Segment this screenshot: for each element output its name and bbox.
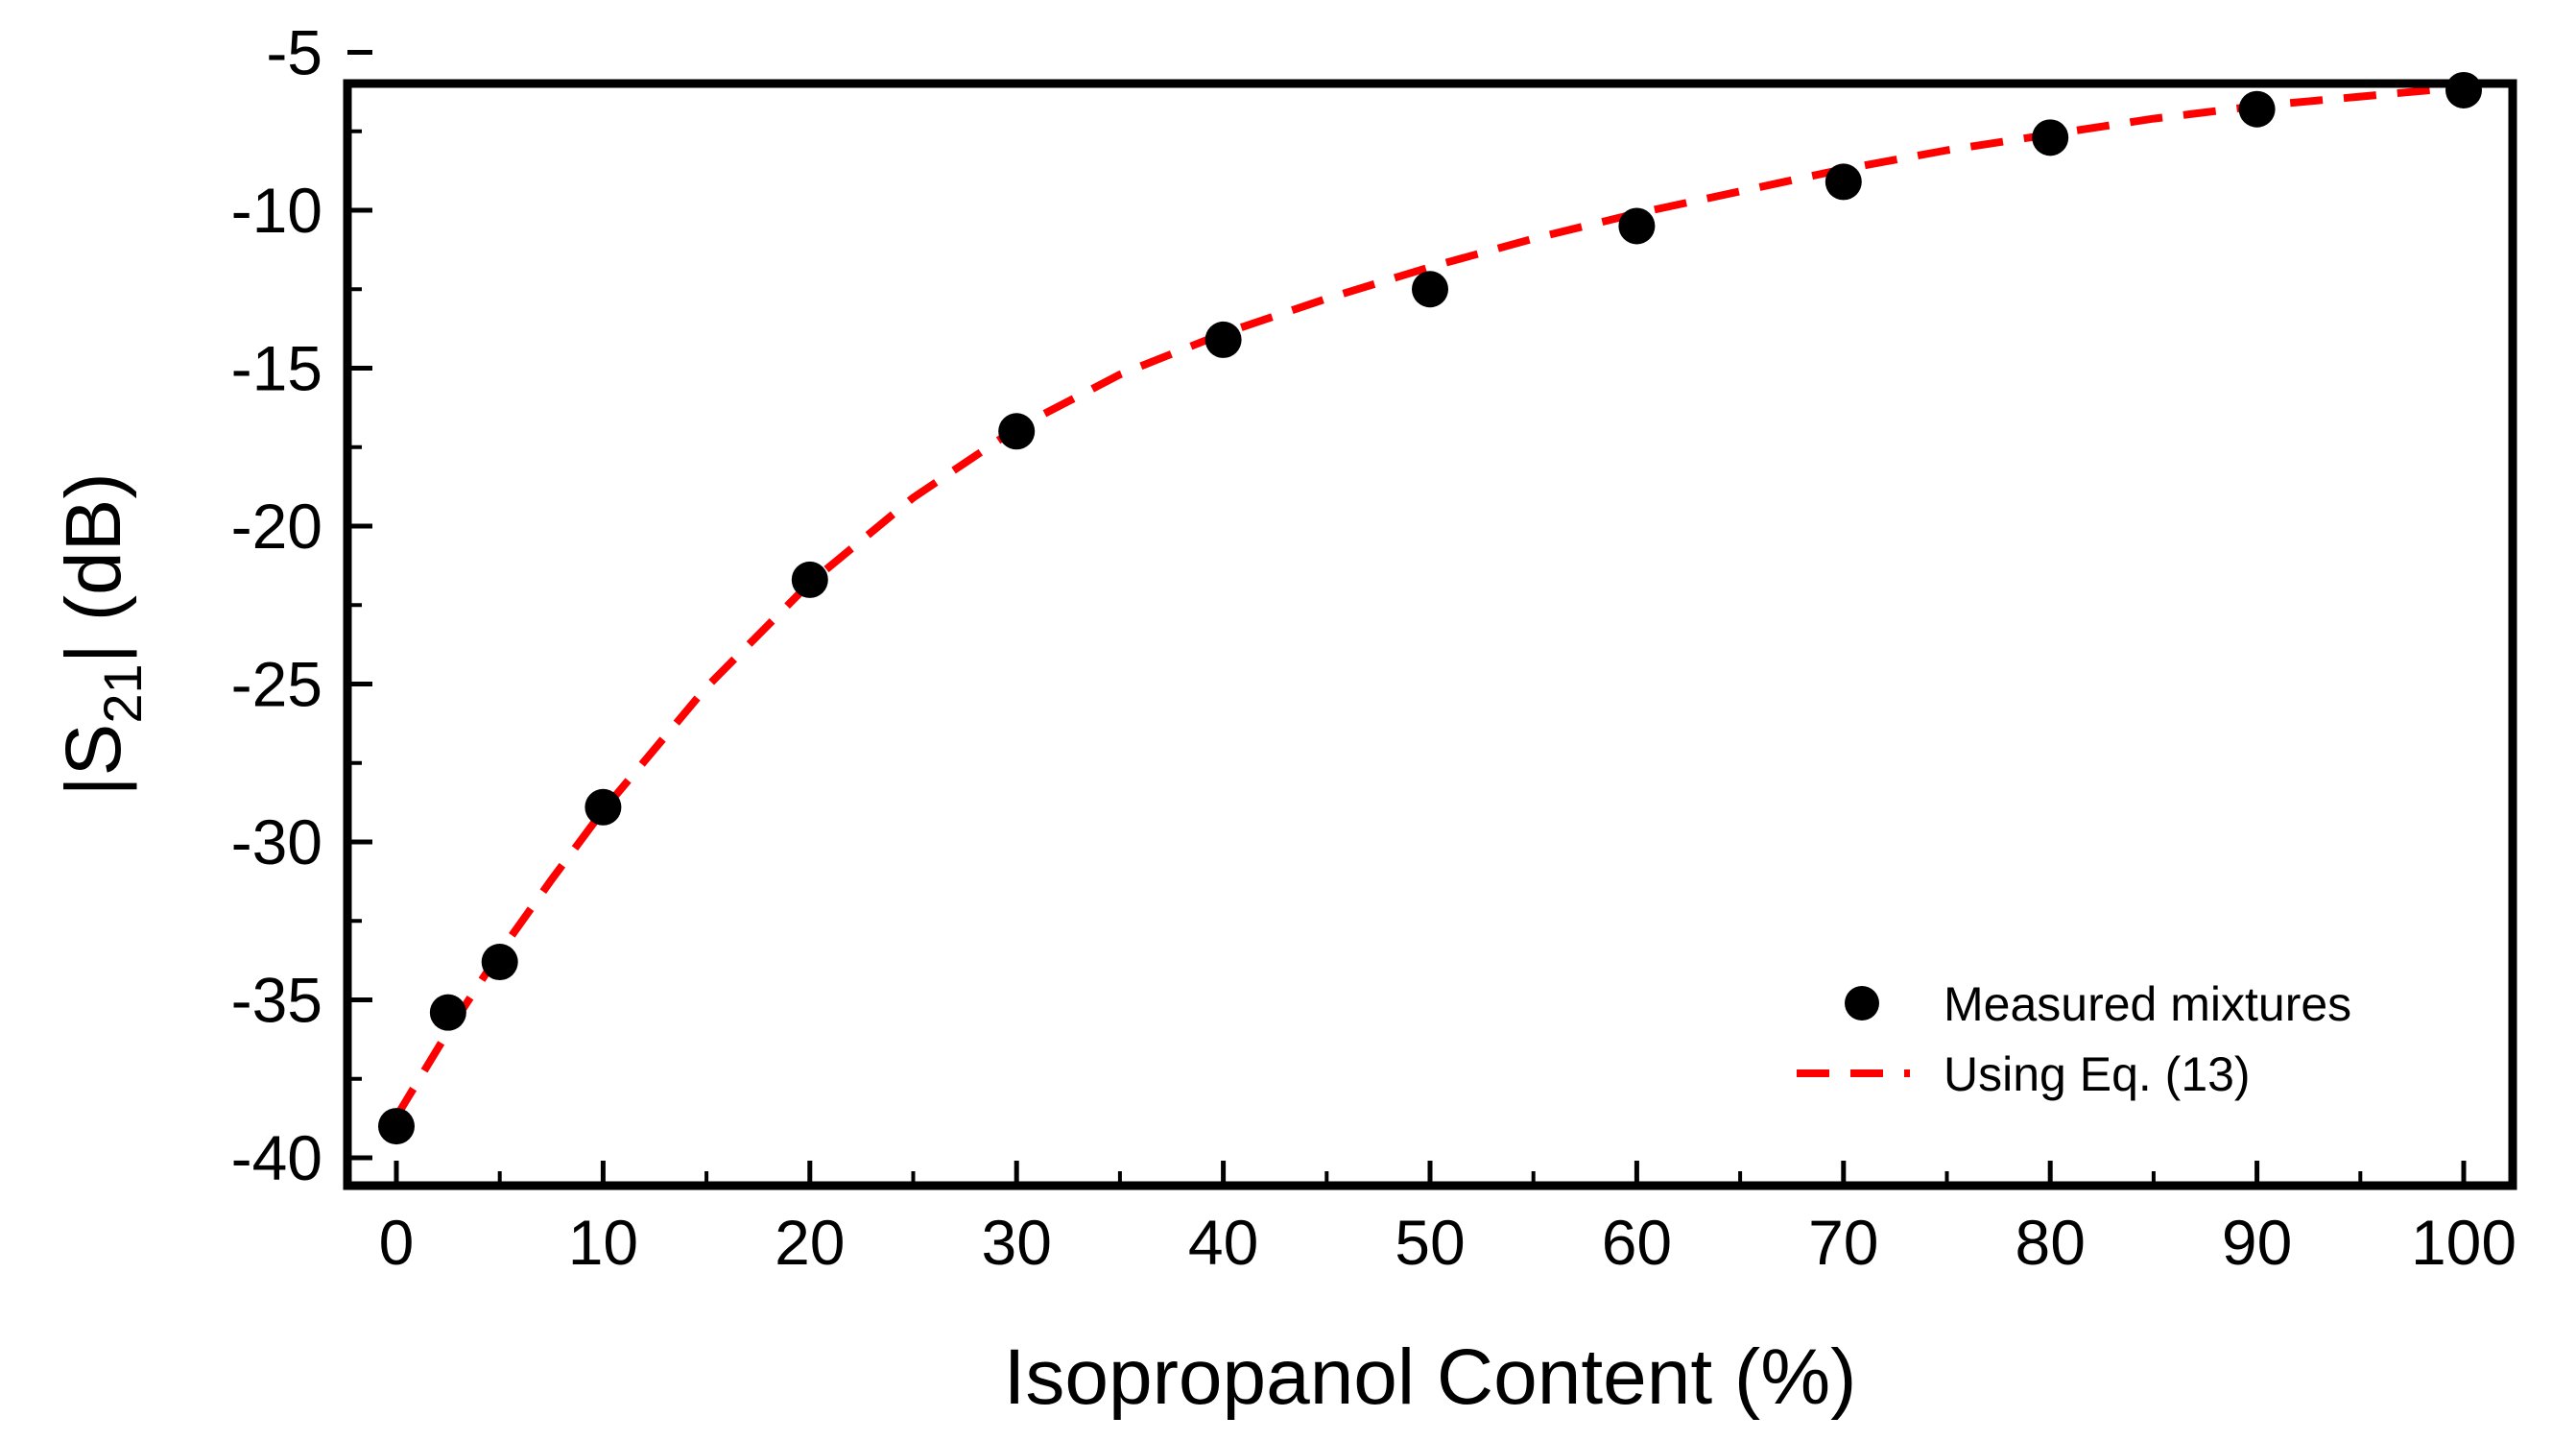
data-point <box>998 413 1036 450</box>
y-tick-labels: -40 -35 -30 -25 -20 -15 -10 -5 <box>231 17 322 1194</box>
x-tick-label: 30 <box>981 1207 1051 1278</box>
data-points <box>378 71 2482 1145</box>
y-axis-title-prefix: |S <box>50 724 137 797</box>
x-tick-label: 40 <box>1188 1207 1258 1278</box>
y-tick-label: -40 <box>231 1122 322 1193</box>
data-point <box>2445 71 2482 108</box>
x-tick-label: 10 <box>568 1207 638 1278</box>
plot-frame <box>343 79 2517 1190</box>
x-tick-label: 50 <box>1395 1207 1465 1278</box>
y-tick-label: -30 <box>231 806 322 877</box>
x-tick-label: 60 <box>1602 1207 1672 1278</box>
data-point <box>584 788 622 826</box>
x-tick-label: 90 <box>2222 1207 2292 1278</box>
x-tick-label: 70 <box>1808 1207 1878 1278</box>
data-point <box>481 944 518 981</box>
x-tick-label: 0 <box>379 1207 415 1278</box>
x-tick-labels: 0 10 20 30 40 50 60 70 80 90 100 <box>379 1207 2516 1278</box>
y-tick-label: -5 <box>266 17 322 88</box>
data-point <box>1825 163 1862 201</box>
legend-label-fit: Using Eq. (13) <box>1944 1047 2251 1101</box>
data-point <box>429 994 466 1031</box>
data-point <box>1205 321 1242 358</box>
x-tick-label: 80 <box>2015 1207 2085 1278</box>
y-tick-label: -10 <box>231 175 322 246</box>
data-point <box>2238 90 2276 128</box>
y-axis-title-suffix: | (dB) <box>50 472 137 663</box>
y-tick-label: -20 <box>231 491 322 562</box>
data-point <box>1412 271 1448 308</box>
data-point <box>378 1108 415 1145</box>
x-tick-label: 20 <box>775 1207 845 1278</box>
y-tick-label: -15 <box>231 333 322 404</box>
data-point <box>1618 207 1656 245</box>
y-tick-label: -35 <box>231 965 322 1036</box>
fit-line <box>393 83 2465 1119</box>
y-axis-title: |S21| (dB) <box>50 472 153 796</box>
fit-line-group <box>393 83 2465 1119</box>
y-axis-title-subscript: 21 <box>92 663 153 723</box>
x-tick-label: 100 <box>2411 1207 2516 1278</box>
x-axis-title: Isopropanol Content (%) <box>1004 1333 1857 1421</box>
legend-marker-measured <box>1845 986 1879 1021</box>
data-point <box>791 561 828 598</box>
legend-label-measured: Measured mixtures <box>1944 977 2351 1031</box>
legend: Measured mixtures Using Eq. (13) <box>1797 977 2351 1101</box>
data-point <box>2032 119 2069 156</box>
y-tick-label: -25 <box>231 649 322 720</box>
